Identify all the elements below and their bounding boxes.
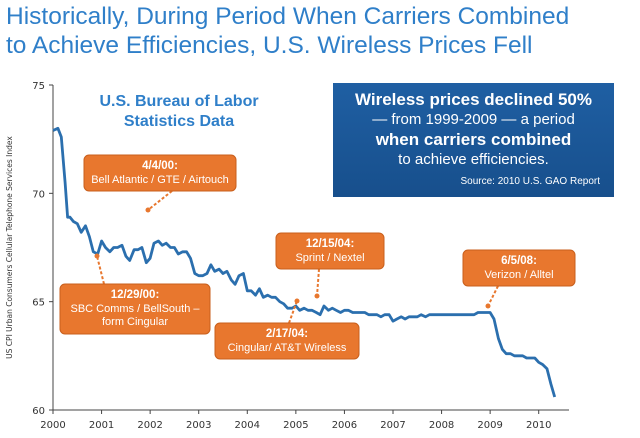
callout-arrow-head (314, 293, 320, 299)
callout-date: 12/15/04: (306, 238, 355, 250)
summary-source: Source: 2010 U.S. GAO Report (460, 176, 600, 187)
callout-box (214, 322, 360, 360)
callout-date: 6/5/08: (501, 255, 537, 267)
x-tick-label: 2002 (137, 420, 162, 431)
callout-arrow-head (485, 303, 491, 309)
headline: Historically, During Period When Carrier… (6, 2, 634, 60)
y-tick-label: 65 (32, 298, 45, 309)
y-tick-label: 60 (32, 406, 45, 417)
x-tick-label: 2001 (89, 420, 114, 431)
summary-line-3: when carriers combined (375, 130, 572, 149)
callout-date: 12/29/00: (111, 289, 160, 301)
callout-box (275, 232, 385, 270)
x-tick-label: 2006 (332, 420, 357, 431)
x-tick-label: 2003 (186, 420, 211, 431)
x-tick-label: 2005 (283, 420, 308, 431)
callout-box (83, 154, 237, 192)
callout-arrow (487, 285, 499, 307)
callout-box (462, 249, 576, 287)
y-tick-label: 75 (32, 81, 45, 92)
summary-line-4: to achieve efficiencies. (398, 151, 549, 168)
headline-line-1: Historically, During Period When Carrier… (6, 3, 570, 30)
callout-date: 4/4/00: (142, 160, 178, 172)
summary-line-1: Wireless prices declined 50% (354, 90, 593, 109)
x-tick-label: 2008 (429, 420, 454, 431)
callout-date: 2/17/04: (266, 328, 308, 340)
x-tick-label: 2000 (40, 420, 65, 431)
callout-arrow (96, 255, 105, 285)
callout-text: Sprint / Nextel (295, 252, 364, 264)
callout-text: Bell Atlantic / GTE / Airtouch (91, 174, 229, 186)
series-line (52, 126, 557, 398)
x-tick-label: 2009 (477, 420, 502, 431)
callout-arrow (288, 300, 298, 324)
summary-box: Wireless prices declined 50% — from 1999… (333, 83, 614, 197)
callout-arrow (316, 268, 320, 297)
callout-text: form Cingular (102, 316, 168, 328)
callout-arrow-head (94, 253, 100, 259)
summary-line-2: — from 1999-2009 — a period (372, 111, 575, 128)
callout-text: SBC Comms / BellSouth – (71, 303, 201, 315)
x-tick-label: 2004 (235, 420, 260, 431)
y-axis-label: US CPI Urban Consumers Cellular Telephon… (5, 136, 14, 359)
callout-arrow-head (145, 207, 151, 213)
chart-title-line: U.S. Bureau of Labor (99, 93, 258, 110)
callout-text: Verizon / Alltel (484, 269, 553, 281)
chart-title-line: Statistics Data (124, 113, 234, 130)
callout-arrow (147, 190, 173, 211)
callout-arrow-head (294, 298, 300, 304)
headline-line-2: to Achieve Efficiencies, U.S. Wireless P… (6, 32, 533, 59)
callout-box (59, 283, 211, 335)
x-tick-label: 2010 (526, 420, 551, 431)
callout-text: Cingular/ AT&T Wireless (228, 342, 347, 354)
y-tick-label: 70 (32, 189, 45, 200)
x-tick-label: 2007 (380, 420, 405, 431)
